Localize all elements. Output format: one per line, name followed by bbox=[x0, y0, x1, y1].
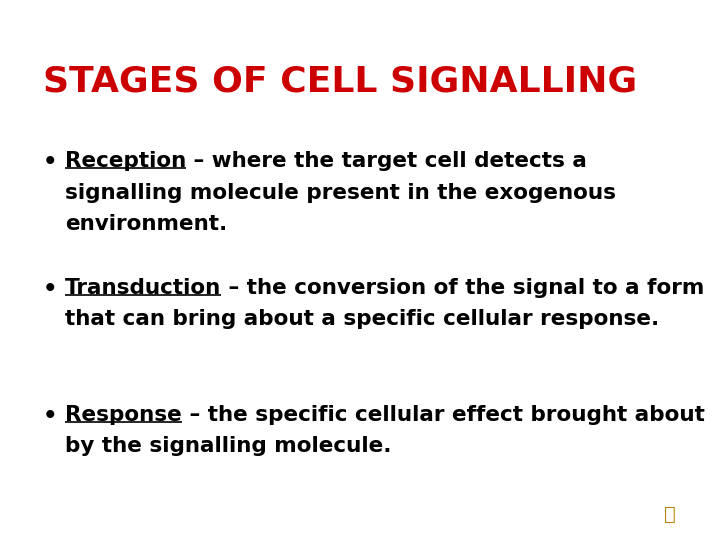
Text: – where the target cell detects a: – where the target cell detects a bbox=[186, 151, 587, 171]
Text: Response: Response bbox=[65, 405, 181, 425]
Text: – the specific cellular effect brought about: – the specific cellular effect brought a… bbox=[181, 405, 704, 425]
Text: •: • bbox=[43, 151, 58, 174]
Text: that can bring about a specific cellular response.: that can bring about a specific cellular… bbox=[65, 309, 659, 329]
Text: by the signalling molecule.: by the signalling molecule. bbox=[65, 436, 391, 456]
Text: •: • bbox=[43, 405, 58, 428]
Text: •: • bbox=[43, 278, 58, 301]
Text: STAGES OF CELL SIGNALLING: STAGES OF CELL SIGNALLING bbox=[43, 65, 637, 99]
Text: Transduction: Transduction bbox=[65, 278, 221, 298]
Text: environment.: environment. bbox=[65, 214, 227, 234]
Text: – the conversion of the signal to a form: – the conversion of the signal to a form bbox=[221, 278, 704, 298]
Text: signalling molecule present in the exogenous: signalling molecule present in the exoge… bbox=[65, 183, 616, 202]
Text: Reception: Reception bbox=[65, 151, 186, 171]
Text: 🔊: 🔊 bbox=[664, 505, 675, 524]
